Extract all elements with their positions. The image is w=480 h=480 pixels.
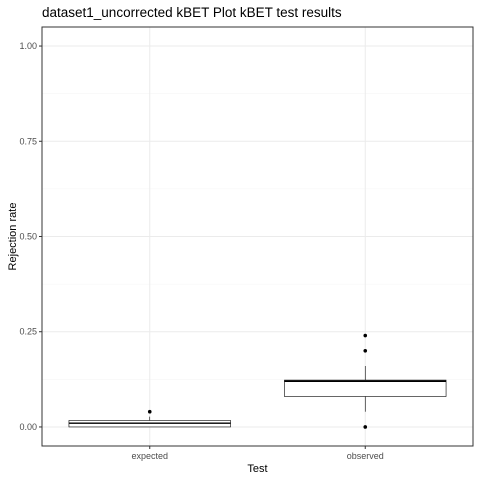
box-iqr bbox=[284, 379, 447, 397]
y-tick-label: 0.00 bbox=[19, 422, 37, 432]
outlier-point bbox=[363, 425, 368, 429]
outlier-point bbox=[147, 409, 152, 414]
outlier-point bbox=[363, 348, 368, 353]
plot-area: 0.00 0.25 0.50 0.75 1.00 expected observed bbox=[19, 26, 474, 461]
y-tick-label: 0.50 bbox=[19, 232, 37, 242]
x-axis-title: Test bbox=[247, 463, 267, 475]
y-tick-label: 0.75 bbox=[19, 136, 37, 146]
box-expected bbox=[68, 409, 231, 428]
y-tick-label: 0.25 bbox=[19, 327, 37, 337]
y-axis-title: Rejection rate bbox=[7, 203, 19, 271]
y-tick-label: 1.00 bbox=[19, 41, 37, 51]
chart-title: dataset1_uncorrected kBET Plot kBET test… bbox=[42, 5, 342, 20]
outlier-point bbox=[363, 333, 368, 338]
box-observed bbox=[284, 333, 447, 429]
x-tick-label-observed: observed bbox=[347, 451, 384, 461]
x-tick-label-expected: expected bbox=[131, 451, 168, 461]
